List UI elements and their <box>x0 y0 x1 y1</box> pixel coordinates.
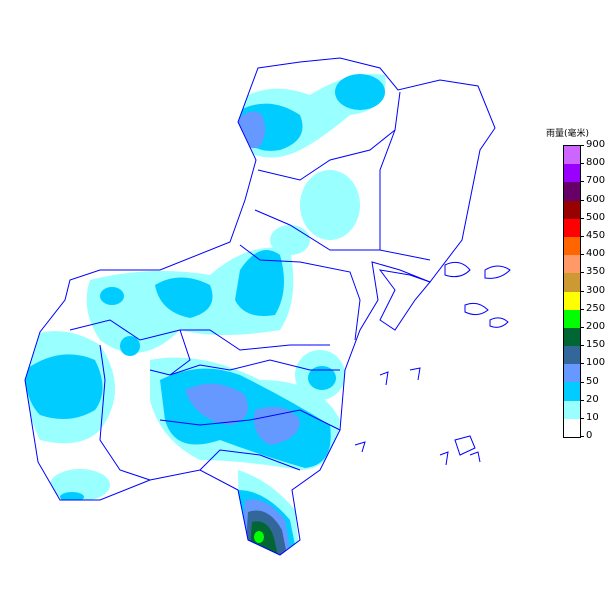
legend-tick <box>580 381 584 383</box>
legend-label: 700 <box>586 175 606 187</box>
legend-tick <box>580 345 584 347</box>
legend-tick <box>580 363 584 365</box>
legend-label: 50 <box>586 375 599 387</box>
legend-swatch <box>564 146 580 165</box>
legend-swatch <box>564 382 580 401</box>
legend-label: 500 <box>586 211 606 223</box>
legend-swatch <box>564 164 580 183</box>
legend-swatch <box>564 255 580 274</box>
legend-tick <box>580 181 584 183</box>
legend-swatch <box>564 309 580 328</box>
legend-title: 雨量(毫米) <box>546 129 590 139</box>
legend-swatch <box>564 291 580 310</box>
legend-label: 400 <box>586 248 606 260</box>
legend-swatch <box>564 327 580 347</box>
legend-tick <box>580 145 584 146</box>
legend-swatch <box>564 400 580 419</box>
legend-tick <box>580 399 584 401</box>
legend-swatch <box>564 200 580 219</box>
legend-label: 150 <box>586 339 606 351</box>
legend-label: 0 <box>586 430 593 442</box>
legend-label: 200 <box>586 321 606 332</box>
legend-tick <box>580 308 584 310</box>
legend-swatch <box>564 273 580 292</box>
legend-swatch <box>564 418 580 437</box>
county-boundaries <box>24 57 496 556</box>
outer-boundary <box>24 57 496 556</box>
legend-tick <box>580 199 584 201</box>
color-legend <box>563 145 581 438</box>
legend-label: 10 <box>586 412 599 423</box>
legend-label: 300 <box>586 284 606 296</box>
islands <box>354 261 511 466</box>
legend-label: 900 <box>586 139 606 150</box>
legend-label: 20 <box>586 393 599 405</box>
legend-tick <box>580 272 584 274</box>
legend-swatch <box>564 218 580 237</box>
legend-tick <box>580 217 584 219</box>
legend-label: 350 <box>586 266 606 278</box>
legend-tick <box>580 327 584 328</box>
legend-tick <box>580 163 584 165</box>
legend-label: 250 <box>586 302 606 314</box>
legend-label: 100 <box>586 357 606 369</box>
legend-tick <box>580 418 584 419</box>
legend-tick <box>580 436 584 438</box>
legend-swatch <box>564 346 580 365</box>
legend-label: 600 <box>586 193 606 205</box>
rain-200-250 <box>254 531 264 543</box>
legend-swatch <box>564 182 580 201</box>
legend-tick <box>580 236 584 237</box>
legend-tick <box>580 290 584 292</box>
legend-swatch <box>564 364 580 383</box>
legend-label: 450 <box>586 230 606 241</box>
rainfall-map <box>24 57 511 556</box>
legend-label: 800 <box>586 157 606 169</box>
legend-tick <box>580 254 584 256</box>
legend-swatch <box>564 236 580 256</box>
